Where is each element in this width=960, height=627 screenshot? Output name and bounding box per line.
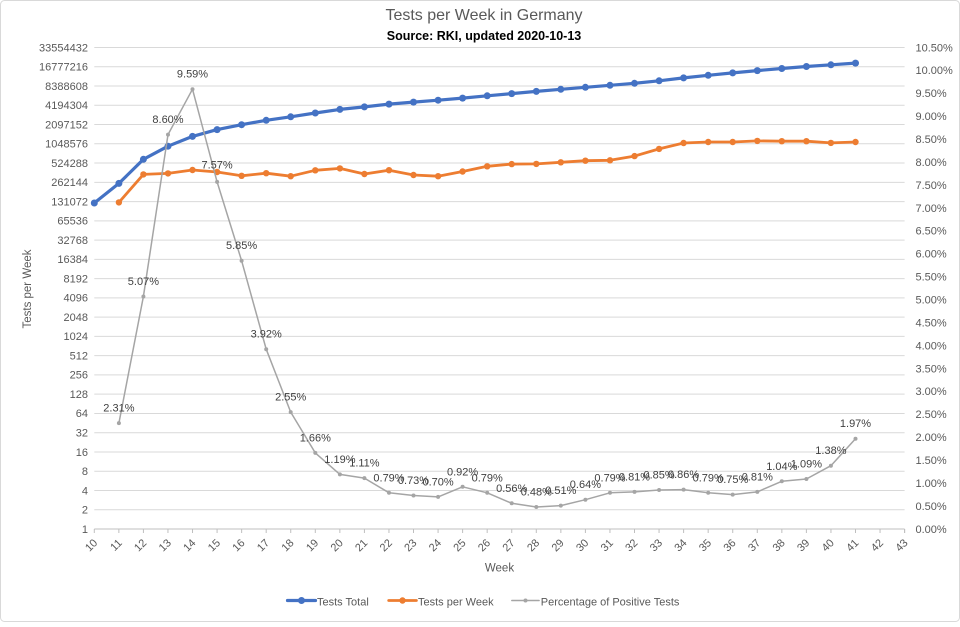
svg-text:3.00%: 3.00% <box>916 386 947 398</box>
svg-text:9.00%: 9.00% <box>916 111 947 123</box>
svg-text:32: 32 <box>76 428 88 440</box>
svg-text:4096: 4096 <box>64 293 88 305</box>
svg-text:32768: 32768 <box>57 235 88 247</box>
svg-text:7.57%: 7.57% <box>201 159 232 171</box>
svg-text:128: 128 <box>70 389 88 401</box>
svg-text:512: 512 <box>70 351 88 363</box>
svg-text:4.50%: 4.50% <box>916 317 947 329</box>
svg-text:1.38%: 1.38% <box>815 445 846 457</box>
svg-text:1.00%: 1.00% <box>916 478 947 490</box>
svg-text:8: 8 <box>82 466 88 478</box>
svg-text:5.00%: 5.00% <box>916 295 947 307</box>
svg-text:33554432: 33554432 <box>39 42 88 54</box>
svg-text:10.50%: 10.50% <box>916 42 954 54</box>
svg-text:0.81%: 0.81% <box>619 471 650 483</box>
svg-text:1024: 1024 <box>64 331 88 343</box>
svg-text:1.19%: 1.19% <box>324 454 355 466</box>
svg-text:0.85%: 0.85% <box>643 470 674 482</box>
svg-text:2.31%: 2.31% <box>103 403 134 415</box>
svg-text:6.00%: 6.00% <box>916 249 947 261</box>
svg-text:6.50%: 6.50% <box>916 226 947 238</box>
svg-text:16777216: 16777216 <box>39 62 88 74</box>
svg-text:9.59%: 9.59% <box>177 69 208 81</box>
svg-text:Tests per Week: Tests per Week <box>418 596 494 608</box>
svg-text:Tests per Week in Germany: Tests per Week in Germany <box>385 7 582 24</box>
svg-text:0.86%: 0.86% <box>668 469 699 481</box>
svg-text:9.50%: 9.50% <box>916 88 947 100</box>
svg-text:0.79%: 0.79% <box>594 472 625 484</box>
svg-text:8192: 8192 <box>64 273 88 285</box>
svg-text:131072: 131072 <box>51 196 88 208</box>
svg-text:2048: 2048 <box>64 312 88 324</box>
svg-text:Source: RKI, updated 2020-10-1: Source: RKI, updated 2020-10-13 <box>387 29 582 43</box>
svg-text:0.70%: 0.70% <box>422 476 453 488</box>
svg-text:4194304: 4194304 <box>45 100 88 112</box>
svg-text:3.50%: 3.50% <box>916 363 947 375</box>
svg-text:2.00%: 2.00% <box>916 432 947 444</box>
svg-text:5.85%: 5.85% <box>226 240 257 252</box>
svg-text:1.04%: 1.04% <box>766 461 797 473</box>
svg-text:1048576: 1048576 <box>45 139 88 151</box>
svg-text:0.79%: 0.79% <box>373 472 404 484</box>
svg-text:2097152: 2097152 <box>45 119 88 131</box>
svg-text:1.97%: 1.97% <box>840 418 871 430</box>
svg-text:Week: Week <box>485 562 514 574</box>
svg-text:1.11%: 1.11% <box>349 458 380 470</box>
svg-text:Tests Total: Tests Total <box>317 596 369 608</box>
svg-text:2.55%: 2.55% <box>275 392 306 404</box>
svg-text:10.00%: 10.00% <box>916 65 954 77</box>
svg-text:256: 256 <box>70 370 88 382</box>
svg-text:1.50%: 1.50% <box>916 455 947 467</box>
svg-text:8388608: 8388608 <box>45 81 88 93</box>
svg-text:262144: 262144 <box>51 177 88 189</box>
svg-text:16384: 16384 <box>57 254 88 266</box>
svg-text:2.50%: 2.50% <box>916 409 947 421</box>
svg-text:8.00%: 8.00% <box>916 157 947 169</box>
svg-text:4: 4 <box>82 485 88 497</box>
svg-text:0.48%: 0.48% <box>521 487 552 499</box>
svg-text:0.64%: 0.64% <box>570 479 601 491</box>
svg-text:0.79%: 0.79% <box>693 472 724 484</box>
svg-text:0.51%: 0.51% <box>545 485 576 497</box>
svg-text:7.50%: 7.50% <box>916 180 947 192</box>
svg-text:524288: 524288 <box>51 158 88 170</box>
svg-text:2: 2 <box>82 505 88 517</box>
svg-text:0.00%: 0.00% <box>916 524 947 536</box>
svg-text:5.50%: 5.50% <box>916 272 947 284</box>
svg-text:0.81%: 0.81% <box>742 471 773 483</box>
svg-text:Percentage of Positive Tests: Percentage of Positive Tests <box>541 596 680 608</box>
svg-text:0.92%: 0.92% <box>447 466 478 478</box>
svg-text:1.09%: 1.09% <box>791 459 822 471</box>
svg-text:1: 1 <box>82 524 88 536</box>
svg-text:65536: 65536 <box>57 216 88 228</box>
svg-text:1.66%: 1.66% <box>300 432 331 444</box>
svg-text:8.50%: 8.50% <box>916 134 947 146</box>
svg-text:3.92%: 3.92% <box>251 329 282 341</box>
svg-text:4.00%: 4.00% <box>916 340 947 352</box>
svg-text:7.00%: 7.00% <box>916 203 947 215</box>
svg-text:64: 64 <box>76 408 88 420</box>
svg-text:0.75%: 0.75% <box>717 474 748 486</box>
svg-text:0.73%: 0.73% <box>398 475 429 487</box>
svg-text:0.50%: 0.50% <box>916 501 947 513</box>
svg-text:16: 16 <box>76 447 88 459</box>
svg-text:5.07%: 5.07% <box>128 276 159 288</box>
svg-text:8.60%: 8.60% <box>152 114 183 126</box>
svg-text:0.79%: 0.79% <box>472 472 503 484</box>
svg-text:Tests per Week: Tests per Week <box>22 249 34 328</box>
svg-text:0.56%: 0.56% <box>496 483 527 495</box>
